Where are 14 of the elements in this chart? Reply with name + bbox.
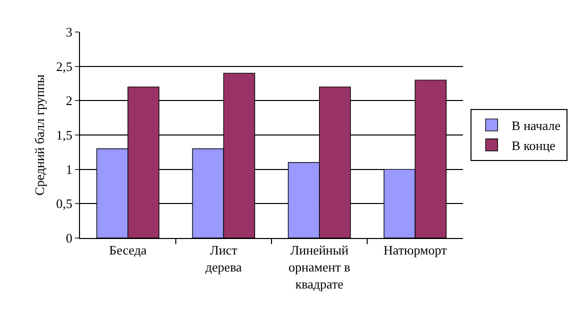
legend-label: В начале <box>512 118 561 134</box>
legend-label: В конце <box>512 138 556 153</box>
y-tick-label: 0,5 <box>56 196 72 212</box>
y-tick-label: 1 <box>66 162 72 177</box>
x-tick-label: Лист дерева <box>205 242 242 274</box>
y-tick-label: 3 <box>66 24 72 40</box>
y-tick-label: 2,5 <box>56 58 72 74</box>
x-tick-label: Беседа <box>109 242 147 258</box>
x-tick-label: Линейный орнамент в квадрате <box>288 242 350 292</box>
y-axis-title: Средний балл группы <box>32 74 47 196</box>
y-tick-label: 1,5 <box>56 128 72 143</box>
y-tick-label: 0 <box>66 230 72 246</box>
x-tick-label: Натюрморт <box>383 242 448 258</box>
y-tick-label: 2 <box>66 93 72 108</box>
